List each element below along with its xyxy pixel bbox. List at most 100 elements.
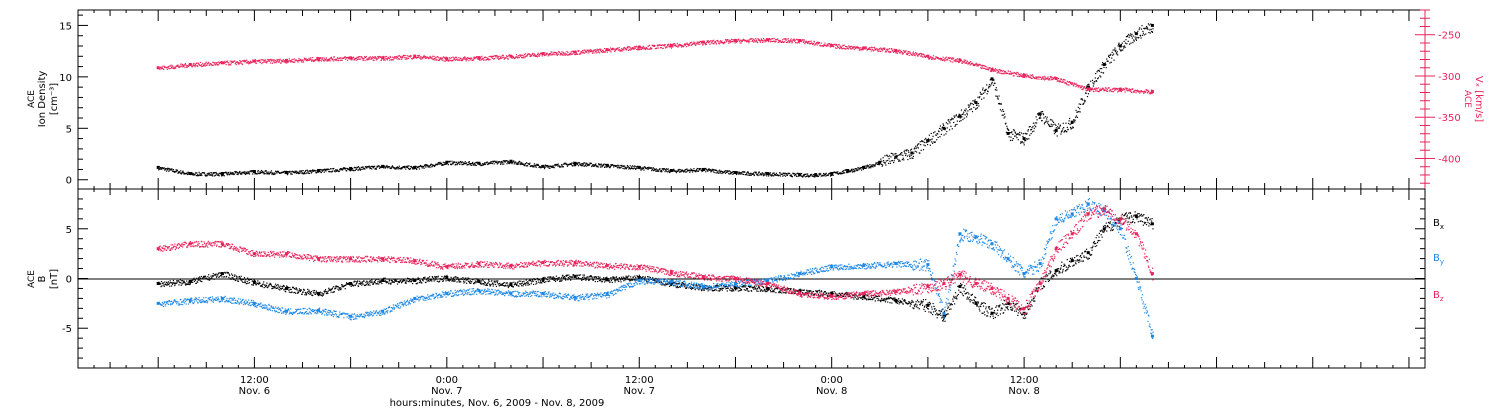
vx-dot [593, 52, 594, 53]
bx-dot [288, 287, 289, 288]
vx-dot [334, 56, 335, 57]
density-dot [916, 148, 917, 149]
density-dot [1125, 39, 1126, 40]
density-dot [1088, 93, 1089, 94]
density-dot [757, 174, 758, 175]
vx-dot [394, 58, 395, 59]
vx-dot [200, 62, 201, 63]
density-dot [1130, 33, 1131, 34]
density-dot [419, 168, 420, 169]
density-dot [604, 163, 605, 164]
density-dot [1078, 107, 1079, 108]
vx-dot [626, 49, 627, 50]
bx-dot [377, 283, 378, 284]
density-dot [1131, 34, 1132, 35]
density-dot [549, 168, 550, 169]
density-dot [735, 171, 736, 172]
density-dot [416, 169, 417, 170]
bx-dot [285, 291, 286, 292]
bx-dot [330, 292, 331, 293]
vx-dot [562, 55, 563, 56]
vx-dot [266, 62, 267, 63]
density-dot [386, 165, 387, 166]
vx-dot [269, 61, 270, 62]
density-dot [632, 165, 633, 166]
vx-dot [1124, 91, 1125, 92]
vx-dot [641, 49, 642, 50]
vx-dot [610, 51, 611, 52]
density-dot [872, 166, 873, 167]
vx-dot [451, 57, 452, 58]
vx-dot [645, 49, 646, 50]
vx-dot [1148, 91, 1149, 92]
vx-dot [1003, 70, 1004, 71]
vx-dot [610, 48, 611, 49]
density-dot [335, 171, 336, 172]
density-dot [1070, 127, 1071, 128]
vx-dot [699, 44, 700, 45]
density-dot [708, 170, 709, 171]
density-dot [1136, 37, 1137, 38]
density-dot [877, 162, 878, 163]
vx-dot [1008, 71, 1009, 72]
vx-dot [775, 41, 776, 42]
vx-dot [922, 57, 923, 58]
density-dot [1047, 121, 1048, 122]
vx-dot [1036, 76, 1037, 77]
density-dot [1124, 47, 1125, 48]
vx-dot [962, 62, 963, 63]
vx-dot [808, 41, 809, 42]
vx-dot [489, 56, 490, 57]
density-dot [1135, 36, 1136, 37]
bx-dot [245, 282, 246, 283]
bx-dot [229, 274, 230, 275]
bx-dot [353, 285, 354, 286]
density-dot [209, 172, 210, 173]
vx-dot [538, 56, 539, 57]
density-dot [1102, 62, 1103, 63]
bx-dot [319, 293, 320, 294]
density-dot [1063, 127, 1064, 128]
vx-dot [715, 42, 716, 43]
density-dot [746, 173, 747, 174]
density-dot [887, 160, 888, 161]
bx-dot [282, 286, 283, 287]
vx-dot [224, 63, 225, 64]
vx-dot [1120, 88, 1121, 89]
bx-dot [394, 282, 395, 283]
vx-dot [854, 49, 855, 50]
vx-dot [859, 50, 860, 51]
density-dot [1026, 133, 1027, 134]
density-dot [204, 173, 205, 174]
density-dot [880, 162, 881, 163]
bx-dot [345, 288, 346, 289]
density-dot [807, 175, 808, 176]
density-dot [212, 175, 213, 176]
vx-dot [509, 54, 510, 55]
density-dot [989, 86, 990, 87]
density-dot [749, 175, 750, 176]
density-dot [1020, 143, 1021, 144]
density-dot [1142, 31, 1143, 32]
bx-dot [302, 294, 303, 295]
density-dot [837, 171, 838, 172]
density-dot [916, 151, 917, 152]
bx-dot [360, 282, 361, 283]
bx-dot [397, 283, 398, 284]
density-dot [429, 167, 430, 168]
density-dot [928, 138, 929, 139]
density-dot [933, 132, 934, 133]
vx-dot [551, 52, 552, 53]
vx-dot [297, 61, 298, 62]
vx-dot [853, 47, 854, 48]
density-dot [665, 170, 666, 171]
vx-dot [784, 41, 785, 42]
density-dot [711, 171, 712, 172]
bx-dot [184, 282, 185, 283]
vx-dot [330, 60, 331, 61]
bx-dot [242, 281, 243, 282]
vx-dot [1021, 74, 1022, 75]
vx-dot [728, 41, 729, 42]
density-dot [890, 156, 891, 157]
vx-dot [464, 58, 465, 59]
